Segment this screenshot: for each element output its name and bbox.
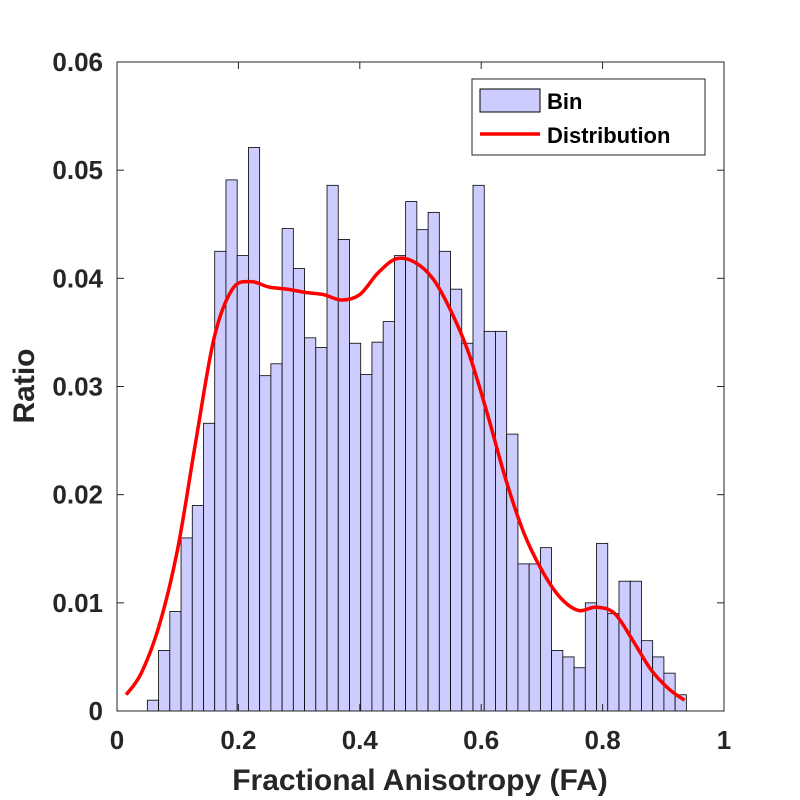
histogram-bar bbox=[382, 321, 395, 712]
legend: Bin Distribution bbox=[471, 78, 706, 156]
distribution-curve bbox=[124, 256, 686, 702]
histogram-bar bbox=[461, 342, 474, 712]
histogram-bar bbox=[360, 374, 373, 712]
legend-bin-swatch bbox=[479, 88, 541, 113]
histogram-bar bbox=[146, 699, 159, 712]
x-tick-label: 0.8 bbox=[585, 725, 621, 755]
y-tick-labels: 0 0.01 0.02 0.03 0.04 0.05 0.06 bbox=[52, 47, 103, 726]
histogram-bar bbox=[562, 656, 575, 712]
histogram-bar bbox=[259, 375, 272, 712]
histogram-bar bbox=[281, 228, 294, 712]
axis-ticks bbox=[116, 61, 725, 712]
histogram-bar bbox=[495, 330, 508, 712]
histogram-bar bbox=[416, 229, 429, 712]
histogram-bar bbox=[304, 337, 317, 712]
legend-bin-label: Bin bbox=[547, 89, 582, 114]
histogram-bar bbox=[337, 238, 350, 712]
histogram-bar bbox=[371, 341, 384, 712]
x-tick-label: 0 bbox=[110, 725, 124, 755]
x-tick-label: 1 bbox=[717, 725, 731, 755]
histogram-bar bbox=[270, 363, 283, 712]
histogram-bar bbox=[315, 347, 328, 712]
histogram-bar bbox=[472, 184, 485, 712]
histogram-bar bbox=[236, 255, 249, 712]
y-tick-label: 0.01 bbox=[52, 588, 103, 618]
histogram-bar bbox=[528, 563, 541, 712]
histogram-bar bbox=[203, 422, 216, 712]
histogram-bar bbox=[618, 580, 631, 712]
histogram-bar bbox=[584, 602, 597, 712]
x-tick-label: 0.4 bbox=[342, 725, 379, 755]
histogram-bar bbox=[405, 201, 418, 712]
histogram-bar bbox=[517, 563, 530, 712]
histogram-bar bbox=[438, 250, 451, 712]
x-tick-label: 0.6 bbox=[463, 725, 499, 755]
y-tick-label: 0.05 bbox=[52, 155, 103, 185]
histogram-bar bbox=[506, 433, 519, 712]
histogram-bar bbox=[596, 542, 609, 712]
histogram-bar bbox=[641, 640, 654, 712]
x-axis-label: Fractional Anisotropy (FA) bbox=[232, 764, 608, 797]
histogram-bar bbox=[292, 268, 305, 712]
histogram-bar bbox=[169, 611, 182, 712]
x-tick-labels: 0 0.2 0.4 0.6 0.8 1 bbox=[110, 725, 731, 755]
histogram-bar bbox=[326, 184, 339, 712]
histogram-bar bbox=[248, 147, 261, 712]
histogram-bar bbox=[180, 537, 193, 712]
y-tick-label: 0.04 bbox=[52, 263, 103, 293]
y-tick-label: 0.06 bbox=[52, 47, 103, 77]
histogram-bar bbox=[349, 342, 362, 712]
y-tick-label: 0 bbox=[89, 696, 103, 726]
histogram-bar bbox=[450, 288, 463, 712]
histogram-bar bbox=[225, 179, 238, 712]
histogram-bar bbox=[551, 650, 564, 712]
y-tick-label: 0.02 bbox=[52, 480, 103, 510]
histogram-bar bbox=[607, 613, 620, 712]
histogram-bar bbox=[191, 505, 204, 712]
histogram-bar bbox=[158, 650, 171, 712]
x-tick-label: 0.2 bbox=[220, 725, 256, 755]
histogram-bar bbox=[393, 255, 407, 712]
legend-distribution-label: Distribution bbox=[547, 123, 670, 148]
histogram-bar bbox=[573, 667, 586, 712]
histogram-bar bbox=[483, 330, 496, 712]
y-axis-label: Ratio bbox=[8, 349, 41, 424]
y-tick-label: 0.03 bbox=[52, 372, 103, 402]
